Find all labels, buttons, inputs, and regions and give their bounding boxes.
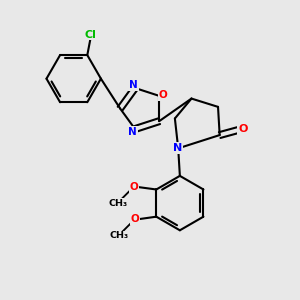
Text: N: N (173, 143, 182, 153)
Text: O: O (238, 124, 248, 134)
Text: N: N (128, 127, 137, 137)
Text: O: O (113, 200, 114, 201)
Text: N: N (129, 80, 138, 90)
Text: Cl: Cl (85, 29, 97, 40)
Text: O: O (130, 214, 139, 224)
Text: CH₃: CH₃ (110, 231, 129, 240)
Text: O: O (129, 182, 138, 192)
Text: CH₃: CH₃ (109, 199, 128, 208)
Text: O: O (159, 90, 167, 100)
